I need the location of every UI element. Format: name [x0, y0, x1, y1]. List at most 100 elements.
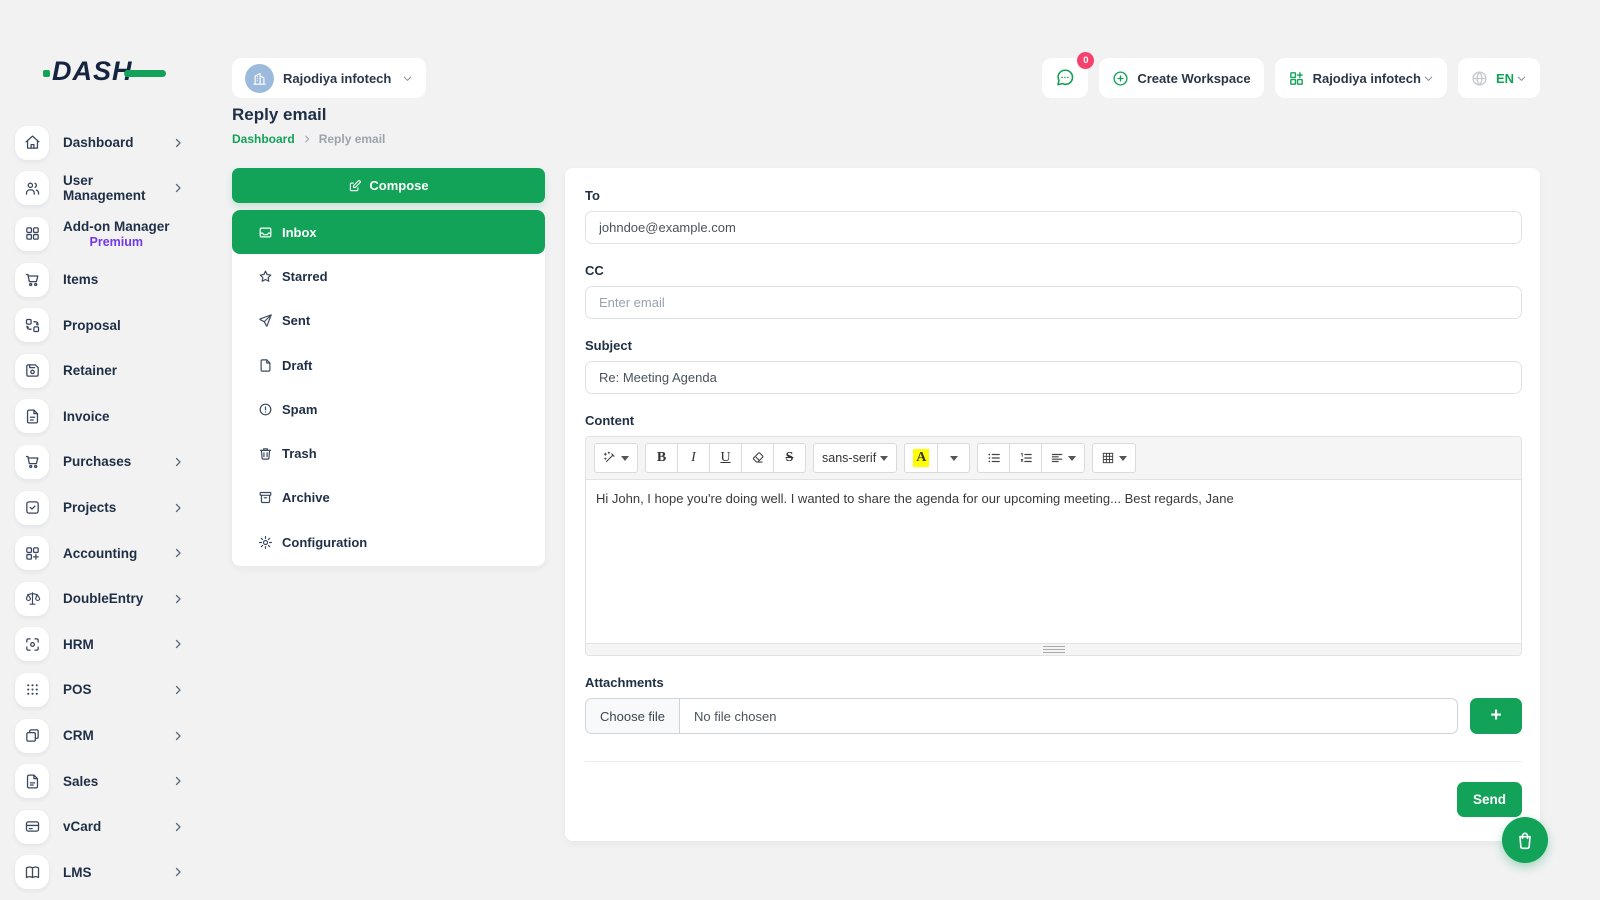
sidebar-item-projects[interactable]: Projects: [0, 485, 210, 531]
chevron-down-icon: [402, 73, 413, 84]
file-invoice-icon: [15, 399, 49, 434]
logo-dot: [43, 70, 50, 77]
style-magic-button[interactable]: [594, 443, 638, 473]
bold-button[interactable]: B: [645, 443, 678, 473]
breadcrumb-current: Reply email: [318, 132, 386, 146]
sidebar-item-label: HRM: [63, 636, 94, 652]
folder-draft[interactable]: Draft: [232, 343, 545, 387]
form-footer: Send: [585, 761, 1522, 817]
sidebar-item-vcard[interactable]: vCard: [0, 804, 210, 850]
create-workspace-button[interactable]: Create Workspace: [1099, 58, 1264, 98]
folder-sent[interactable]: Sent: [232, 299, 545, 343]
add-attachment-button[interactable]: +: [1470, 698, 1522, 734]
font-color-button[interactable]: A: [904, 443, 939, 473]
apps-grid-icon: [15, 216, 49, 251]
globe-icon: [1472, 70, 1487, 86]
sidebar-item-label: LMS: [63, 864, 92, 880]
chevron-right-icon: [172, 593, 184, 605]
transform-icon: [15, 308, 49, 343]
choose-file-button[interactable]: Choose file: [586, 699, 681, 733]
dropdown-caret: [1068, 455, 1077, 461]
workspace-avatar: [245, 63, 274, 93]
subject-input[interactable]: [585, 361, 1522, 394]
breadcrumb-dashboard-link[interactable]: Dashboard: [232, 132, 295, 146]
list-ul-icon: [988, 453, 1000, 463]
topbar: Rajodiya infotech 0 Create Workspace Raj…: [232, 52, 1540, 98]
sidebar-item-proposal[interactable]: Proposal: [0, 302, 210, 348]
workspace-dropdown[interactable]: Rajodiya infotech: [1274, 58, 1447, 98]
attachments-label: Attachments: [585, 675, 664, 690]
sidebar-item-label: Accounting: [63, 545, 138, 561]
paragraph-align-dropdown[interactable]: [1041, 443, 1086, 473]
table-dropdown[interactable]: [1092, 443, 1137, 473]
ordered-list-button[interactable]: [1009, 443, 1043, 473]
book-icon: [15, 855, 49, 890]
sidebar-item-invoice[interactable]: Invoice: [0, 394, 210, 440]
sidebar-item-pos[interactable]: POS: [0, 667, 210, 713]
shop-fab-button[interactable]: [1502, 817, 1548, 863]
dropdown-caret: [1119, 455, 1128, 461]
language-selector[interactable]: EN: [1457, 58, 1540, 98]
underline-button[interactable]: U: [709, 443, 742, 473]
sidebar-item-label: vCard: [63, 819, 102, 835]
grid-plus-icon: [15, 536, 49, 571]
send-button[interactable]: Send: [1456, 782, 1522, 817]
create-workspace-label: Create Workspace: [1137, 70, 1251, 86]
sidebar-item-label: Sales: [63, 773, 99, 789]
boxes-icon: [15, 718, 49, 753]
folder-inbox[interactable]: Inbox: [232, 210, 545, 255]
sidebar-item-items[interactable]: Items: [0, 257, 210, 303]
sidebar-item-addon-manager[interactable]: Add-on Manager Premium: [0, 211, 210, 257]
folder-spam[interactable]: Spam: [232, 387, 545, 431]
sidebar-item-hrm[interactable]: HRM: [0, 622, 210, 668]
clear-format-button[interactable]: [741, 443, 774, 473]
eraser-icon: [752, 452, 763, 463]
sidebar-item-purchases[interactable]: Purchases: [0, 439, 210, 485]
folder-label: Draft: [282, 357, 313, 373]
messages-count-badge: 0: [1077, 52, 1095, 69]
messages-button[interactable]: 0: [1042, 52, 1095, 98]
folder-starred[interactable]: Starred: [232, 254, 545, 298]
chevron-right-icon: [172, 730, 184, 742]
editor-content[interactable]: Hi John, I hope you're doing well. I wan…: [596, 491, 1234, 506]
scales-icon: [15, 581, 49, 616]
sidebar-item-crm[interactable]: CRM: [0, 713, 210, 759]
folder-label: Sent: [282, 313, 311, 329]
compose-button[interactable]: Compose: [232, 168, 545, 203]
unordered-list-button[interactable]: [977, 443, 1011, 473]
workspace-selector[interactable]: Rajodiya infotech: [232, 58, 427, 98]
premium-badge: Premium: [89, 234, 144, 249]
strikethrough-button[interactable]: S: [773, 443, 806, 473]
inbox-icon: [259, 227, 272, 238]
sidebar-item-accounting[interactable]: Accounting: [0, 530, 210, 576]
folder-archive[interactable]: Archive: [232, 476, 545, 520]
sidebar-item-user-management[interactable]: User Management: [0, 166, 210, 212]
chat-icon: [1057, 69, 1074, 86]
to-input[interactable]: [585, 211, 1522, 244]
sidebar-item-doubleentry[interactable]: DoubleEntry: [0, 576, 210, 622]
archive-icon: [259, 492, 272, 504]
send-icon: [259, 314, 272, 327]
dots-grid-icon: [15, 672, 49, 707]
floppy-icon: [15, 353, 49, 388]
sidebar-item-dashboard[interactable]: Dashboard: [0, 120, 210, 166]
file-text-icon: [15, 764, 49, 799]
sidebar-item-sales[interactable]: Sales: [0, 758, 210, 804]
italic-button[interactable]: I: [677, 443, 710, 473]
folder-trash[interactable]: Trash: [232, 431, 545, 475]
font-family-dropdown[interactable]: sans-serif: [813, 443, 898, 473]
sidebar-item-lms[interactable]: LMS: [0, 850, 210, 896]
dropdown-caret: [949, 455, 958, 461]
editor-toolbar: B I U S sans-serif: [586, 437, 1521, 480]
attachment-file-input[interactable]: Choose file No file chosen: [585, 698, 1458, 734]
editor-resize-bar[interactable]: [586, 643, 1521, 655]
sidebar-item-label: Items: [63, 272, 99, 288]
sidebar-item-retainer[interactable]: Retainer: [0, 348, 210, 394]
chevron-right-icon: [172, 182, 184, 194]
folder-configuration[interactable]: Configuration: [232, 520, 545, 564]
home-icon: [15, 125, 49, 160]
cc-input[interactable]: [585, 286, 1522, 319]
font-color-dropdown[interactable]: [937, 443, 971, 473]
compose-icon: [350, 179, 362, 191]
brand-logo[interactable]: DASH: [43, 56, 166, 90]
